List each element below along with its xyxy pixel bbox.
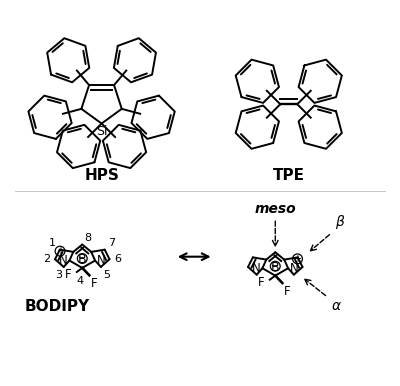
Text: F: F	[284, 284, 290, 298]
Text: 1: 1	[49, 238, 56, 248]
Text: 3: 3	[55, 270, 62, 280]
Text: N: N	[59, 254, 68, 267]
Text: BODIPY: BODIPY	[25, 300, 90, 314]
Text: F: F	[65, 268, 71, 281]
Text: B: B	[78, 253, 86, 266]
Text: $\alpha$: $\alpha$	[331, 299, 342, 313]
Text: F: F	[91, 277, 98, 290]
Text: 6: 6	[114, 254, 121, 264]
Text: N: N	[97, 254, 105, 267]
Text: $\beta$: $\beta$	[336, 213, 346, 231]
Text: N: N	[290, 262, 298, 275]
Text: 2: 2	[43, 254, 50, 264]
Text: −: −	[78, 254, 86, 264]
Text: meso: meso	[254, 202, 296, 217]
Text: B: B	[271, 261, 280, 274]
Text: −: −	[271, 261, 279, 271]
Text: 8: 8	[84, 233, 91, 242]
Text: +: +	[56, 246, 64, 256]
Text: 4: 4	[77, 276, 84, 286]
Text: 7: 7	[108, 238, 116, 248]
Text: +: +	[294, 254, 302, 264]
Text: TPE: TPE	[273, 168, 305, 183]
Text: N: N	[252, 262, 261, 275]
Text: F: F	[258, 276, 264, 289]
Text: Si: Si	[96, 125, 107, 138]
Text: 5: 5	[103, 270, 110, 280]
Text: HPS: HPS	[84, 168, 119, 183]
